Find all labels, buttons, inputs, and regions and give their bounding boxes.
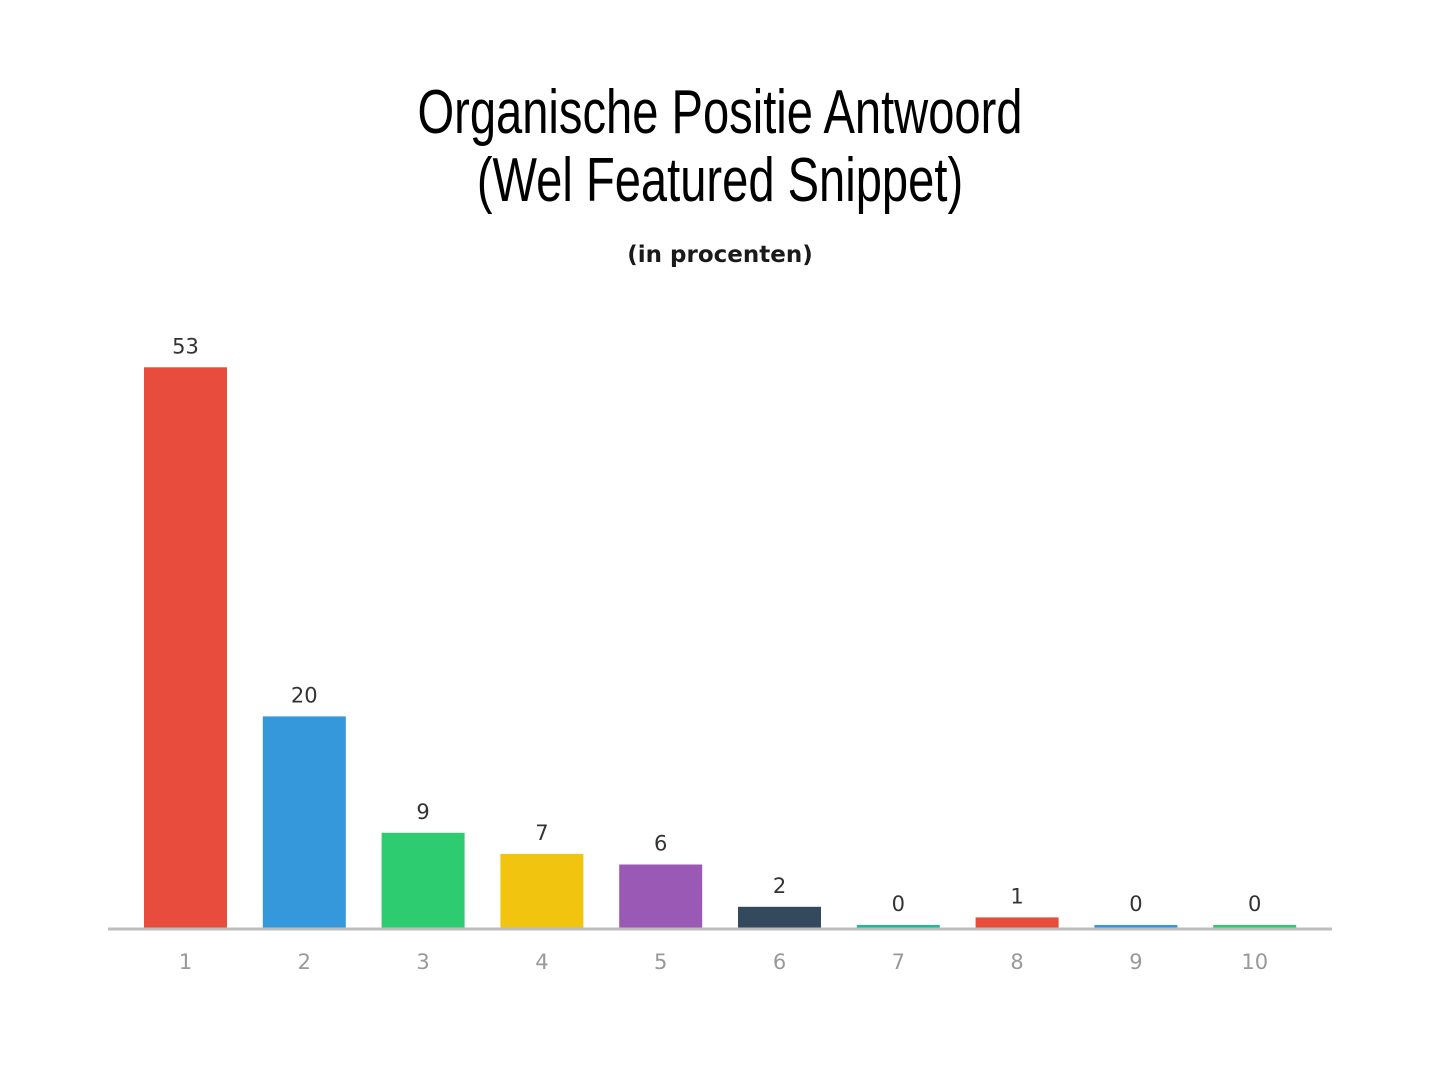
bar-4 [500,853,584,928]
value-label-2: 20 [291,683,318,707]
chart-subtitle: (in procenten) [627,242,813,268]
x-tick-label-9: 9 [1129,950,1142,974]
bar-5 [619,864,703,928]
bar-9 [1094,925,1178,928]
value-label-4: 7 [535,821,548,845]
value-label-3: 9 [416,800,429,824]
x-tick-label-8: 8 [1010,950,1023,974]
x-tick-label-4: 4 [535,950,548,974]
x-tick-label-2: 2 [298,950,311,974]
x-tick-label-1: 1 [179,950,192,974]
bar-7 [856,925,940,928]
value-label-7: 0 [892,892,905,916]
value-label-5: 6 [654,832,667,856]
bars-group [144,367,1297,928]
x-tick-labels-group: 1 2 3 4 5 6 7 8 9 10 [179,950,1268,974]
x-tick-label-10: 10 [1241,950,1268,974]
value-label-8: 1 [1010,884,1023,908]
bar-2 [262,716,346,928]
bar-6 [738,906,821,928]
value-label-10: 0 [1248,892,1261,916]
value-label-6: 2 [773,874,786,898]
value-label-1: 53 [172,334,199,358]
bar-10 [1213,925,1297,928]
value-label-9: 0 [1129,892,1142,916]
x-tick-label-6: 6 [773,950,786,974]
x-tick-label-7: 7 [892,950,905,974]
chart-title-line-2: (Wel Featured Snippet) [476,146,964,215]
chart-title-line-1: Organische Positie Antwoord [417,78,1023,147]
bar-8 [975,917,1059,928]
bar-1 [144,367,227,928]
bar-3 [381,832,465,928]
x-tick-label-5: 5 [654,950,667,974]
x-tick-label-3: 3 [416,950,429,974]
